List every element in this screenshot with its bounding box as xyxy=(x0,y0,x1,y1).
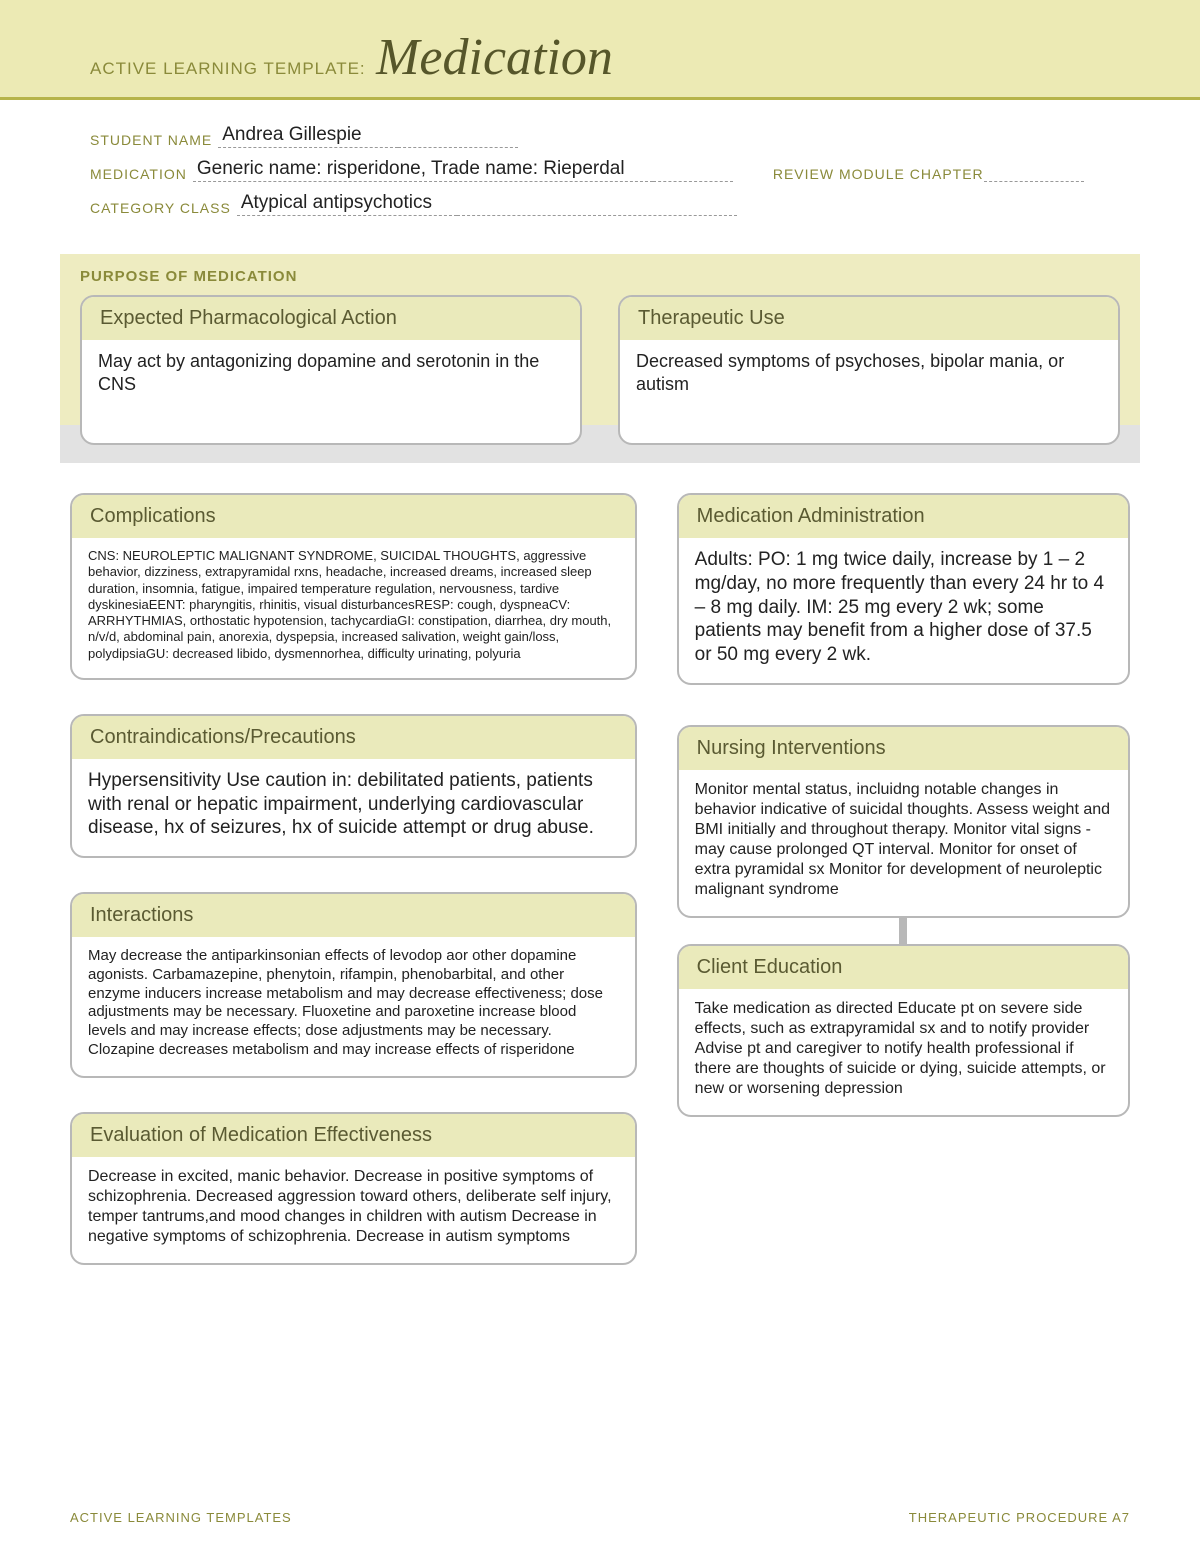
therapeutic-use-body: Decreased symptoms of psychoses, bipolar… xyxy=(620,340,1118,411)
student-name-label: STUDENT NAME xyxy=(90,132,212,148)
evaluation-body: Decrease in excited, manic behavior. Dec… xyxy=(72,1157,635,1263)
contraindications-body: Hypersensitivity Use caution in: debilit… xyxy=(72,759,635,856)
complications-card: Complications CNS: NEUROLEPTIC MALIGNANT… xyxy=(70,493,637,680)
interactions-body: May decrease the antiparkinsonian effect… xyxy=(72,937,635,1076)
therapeutic-use-title: Therapeutic Use xyxy=(620,297,1118,340)
pharm-action-title: Expected Pharmacological Action xyxy=(82,297,580,340)
medication-blank xyxy=(653,164,733,182)
review-module-blank xyxy=(984,164,1084,182)
education-body: Take medication as directed Educate pt o… xyxy=(679,989,1128,1115)
header-title: Medication xyxy=(376,29,613,86)
top-fields: STUDENT NAME Andrea Gillespie MEDICATION… xyxy=(0,100,1200,234)
category-label: CATEGORY CLASS xyxy=(90,200,231,216)
complications-body: CNS: NEUROLEPTIC MALIGNANT SYNDROME, SUI… xyxy=(72,538,635,678)
review-module-label: REVIEW MODULE CHAPTER xyxy=(773,166,984,182)
nursing-body: Monitor mental status, incluidng notable… xyxy=(679,770,1128,916)
main-columns: Complications CNS: NEUROLEPTIC MALIGNANT… xyxy=(0,463,1200,1265)
category-row: CATEGORY CLASS Atypical antipsychotics xyxy=(90,192,1110,216)
administration-body: Adults: PO: 1 mg twice daily, increase b… xyxy=(679,538,1128,683)
connector-line xyxy=(899,918,907,944)
student-name-value: Andrea Gillespie xyxy=(218,124,398,148)
interactions-title: Interactions xyxy=(72,894,635,937)
student-name-row: STUDENT NAME Andrea Gillespie xyxy=(90,124,1110,148)
medication-value: Generic name: risperidone, Trade name: R… xyxy=(193,158,653,182)
complications-title: Complications xyxy=(72,495,635,538)
medication-row: MEDICATION Generic name: risperidone, Tr… xyxy=(90,158,1110,182)
nursing-title: Nursing Interventions xyxy=(679,727,1128,770)
header-band: ACTIVE LEARNING TEMPLATE: Medication xyxy=(0,0,1200,100)
medication-template-page: ACTIVE LEARNING TEMPLATE: Medication STU… xyxy=(0,0,1200,1553)
page-footer: ACTIVE LEARNING TEMPLATES THERAPEUTIC PR… xyxy=(70,1510,1130,1525)
category-blank xyxy=(457,198,737,216)
administration-title: Medication Administration xyxy=(679,495,1128,538)
medication-label: MEDICATION xyxy=(90,166,187,182)
education-card: Client Education Take medication as dire… xyxy=(677,944,1130,1117)
evaluation-card: Evaluation of Medication Effectiveness D… xyxy=(70,1112,637,1265)
footer-left: ACTIVE LEARNING TEMPLATES xyxy=(70,1510,292,1525)
administration-card: Medication Administration Adults: PO: 1 … xyxy=(677,493,1130,685)
contraindications-title: Contraindications/Precautions xyxy=(72,716,635,759)
evaluation-title: Evaluation of Medication Effectiveness xyxy=(72,1114,635,1157)
pharm-action-body: May act by antagonizing dopamine and ser… xyxy=(82,340,580,411)
interactions-card: Interactions May decrease the antiparkin… xyxy=(70,892,637,1078)
student-name-blank xyxy=(398,130,518,148)
purpose-section-title: PURPOSE OF MEDICATION xyxy=(80,268,1120,285)
category-value: Atypical antipsychotics xyxy=(237,192,457,216)
nursing-card: Nursing Interventions Monitor mental sta… xyxy=(677,725,1130,918)
therapeutic-use-card: Therapeutic Use Decreased symptoms of ps… xyxy=(618,295,1120,445)
right-column: Medication Administration Adults: PO: 1 … xyxy=(677,493,1130,1265)
education-title: Client Education xyxy=(679,946,1128,989)
pharm-action-card: Expected Pharmacological Action May act … xyxy=(80,295,582,445)
purpose-section: PURPOSE OF MEDICATION Expected Pharmacol… xyxy=(60,254,1140,425)
left-column: Complications CNS: NEUROLEPTIC MALIGNANT… xyxy=(70,493,637,1265)
header-prefix: ACTIVE LEARNING TEMPLATE: xyxy=(90,59,366,78)
contraindications-card: Contraindications/Precautions Hypersensi… xyxy=(70,714,637,858)
footer-right: THERAPEUTIC PROCEDURE A7 xyxy=(909,1510,1130,1525)
